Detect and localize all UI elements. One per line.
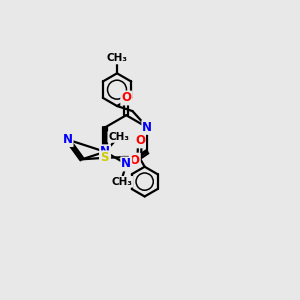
Text: N: N bbox=[100, 145, 110, 158]
Text: N: N bbox=[121, 158, 131, 170]
Text: S: S bbox=[100, 151, 109, 164]
Text: N: N bbox=[142, 121, 152, 134]
Text: O: O bbox=[130, 154, 140, 166]
Text: CH₃: CH₃ bbox=[108, 132, 129, 142]
Text: CH₃: CH₃ bbox=[111, 177, 132, 187]
Text: CH₃: CH₃ bbox=[106, 53, 128, 64]
Text: O: O bbox=[121, 92, 131, 104]
Text: N: N bbox=[63, 133, 73, 146]
Text: O: O bbox=[135, 134, 145, 147]
